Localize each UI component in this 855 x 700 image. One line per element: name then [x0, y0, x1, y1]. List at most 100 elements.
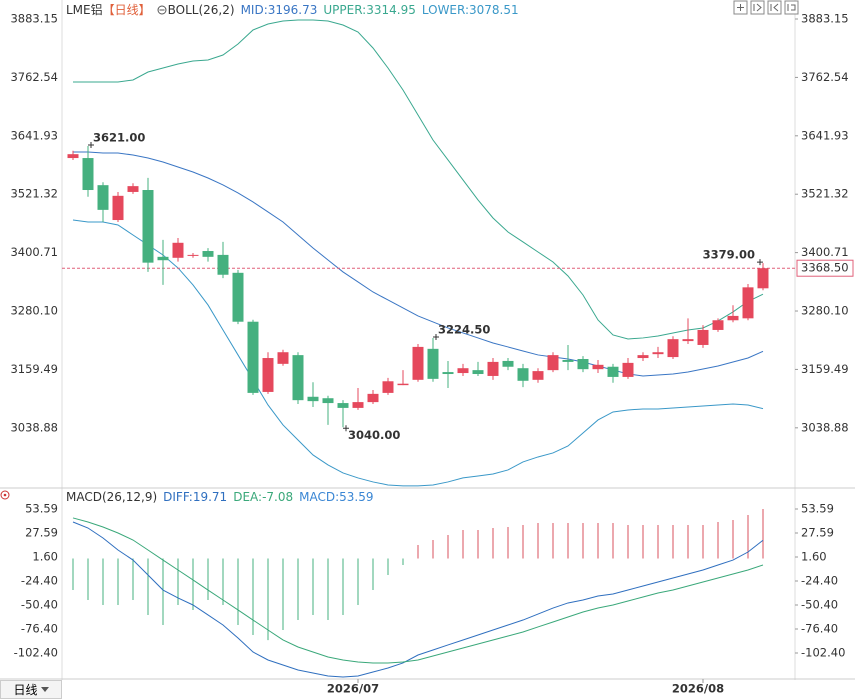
candle-body: [727, 315, 739, 321]
candle-body: [217, 254, 229, 275]
candle-body: [667, 339, 679, 358]
extreme-marker: [343, 425, 349, 432]
y-tick-label: 3521.32: [801, 187, 849, 201]
indicator: MACD(26,12,9): [66, 490, 158, 504]
indicator-icon[interactable]: [0, 490, 10, 500]
legend-entry: MID:3196.73: [240, 2, 318, 17]
y-tick-label: 1.60: [32, 549, 58, 563]
candle-body: [547, 355, 559, 371]
x-tick-label: 2026/07: [327, 682, 379, 696]
y-tick-label: 3883.15: [10, 12, 58, 26]
y-tick-label: 53.59: [801, 502, 834, 516]
y-tick-label: 3521.32: [10, 187, 58, 201]
macd-header: MACD(26,12,9) DIFF:19.71 DEA:-7.08 MACD:53…: [66, 490, 374, 504]
icon: [0, 490, 10, 500]
candle-body: [127, 186, 139, 192]
candle-body: [97, 185, 109, 210]
candle-body: [307, 396, 319, 402]
candle-body: [382, 381, 394, 393]
y-tick-label: 3038.88: [10, 420, 58, 434]
y-tick-label: -24.40: [801, 573, 838, 587]
period[interactable]: 【日线】: [102, 3, 151, 17]
candle-body: [112, 195, 124, 221]
y-tick-label: -76.40: [801, 621, 838, 635]
y-tick-label: 3400.71: [10, 245, 58, 259]
candle-body: [337, 403, 349, 408]
y-tick-label: 53.59: [25, 502, 58, 516]
candle-body: [262, 358, 274, 392]
y-tick-label: -102.40: [801, 645, 845, 659]
main-header: LME铝 【日线】 BOLL(26,2) MID:3196.73 UPPER:33…: [66, 1, 519, 18]
period-selector[interactable]: 日线: [0, 680, 62, 699]
candle-body: [157, 256, 169, 261]
collapse-icon[interactable]: [157, 5, 167, 15]
candle-body: [592, 364, 604, 370]
candle-body: [607, 366, 619, 377]
extreme-marker: [757, 259, 763, 266]
legend-entry: MACD:53.59: [299, 490, 374, 504]
indicator: BOLL(26,2): [167, 2, 235, 17]
candle-body: [757, 268, 769, 289]
y-tick-label: -50.40: [21, 597, 58, 611]
candle-body: [712, 320, 724, 330]
candle-body: [487, 361, 499, 376]
y-tick-label: 3762.54: [10, 70, 58, 84]
candle-body: [472, 370, 484, 375]
candle-body: [352, 402, 364, 408]
candle-body: [742, 287, 754, 319]
candle-body: [277, 352, 289, 364]
candle-body: [367, 393, 379, 403]
period: 日线: [13, 683, 38, 697]
legend-entry: DEA:-7.08: [233, 490, 294, 504]
line: [73, 151, 764, 377]
icon[interactable]: [784, 0, 799, 15]
last-price-box: [796, 259, 854, 277]
y-tick-label: 3280.10: [801, 304, 849, 318]
candle-body: [442, 372, 454, 375]
high-label: 3379.00: [703, 248, 755, 262]
icon[interactable]: [750, 0, 765, 15]
line: [72, 517, 764, 664]
extreme-marker: [88, 141, 94, 148]
line: [72, 219, 764, 487]
high-label: 3224.50: [438, 322, 490, 336]
line: [72, 521, 764, 678]
y-tick-label: -24.40: [21, 573, 58, 587]
candle-body: [517, 368, 529, 381]
y-tick-label: 3400.71: [801, 245, 849, 259]
candle-body: [292, 355, 304, 401]
candle-body: [682, 339, 694, 342]
candle-body: [562, 359, 574, 362]
y-tick-label: 3159.49: [801, 362, 849, 376]
candle-body: [202, 251, 214, 257]
legend-entry: DIFF:19.71: [163, 490, 228, 504]
y-tick-label: 3038.88: [801, 420, 849, 434]
instrument: LME铝: [66, 3, 103, 17]
icon-glyph: [737, 3, 796, 12]
dropdown-arrow: [40, 686, 49, 692]
y-tick-label: 27.59: [801, 526, 834, 540]
candle-body: [427, 348, 439, 379]
candle-body: [142, 190, 154, 263]
y-tick-label: 3159.49: [10, 362, 58, 376]
x-tick-label: 2026/08: [672, 682, 724, 696]
legend-entry: UPPER:3314.95: [323, 2, 416, 17]
extreme-marker: [433, 333, 439, 340]
candle-body: [322, 398, 334, 404]
candle-body: [412, 346, 424, 380]
candle-body: [172, 242, 184, 258]
legend-entry: LOWER:3078.51: [421, 2, 519, 17]
high-label: 3621.00: [93, 130, 145, 144]
icon: [3, 493, 7, 497]
candle-body: [82, 158, 94, 191]
candle-body: [457, 368, 469, 374]
candle-body: [577, 359, 589, 370]
candle-body: [622, 362, 634, 377]
candle-body: [532, 371, 544, 380]
low-label: 3040.00: [348, 428, 400, 442]
candle-body: [67, 154, 79, 159]
y-tick-label: 3762.54: [801, 70, 849, 84]
y-tick-label: 1.60: [801, 549, 827, 563]
